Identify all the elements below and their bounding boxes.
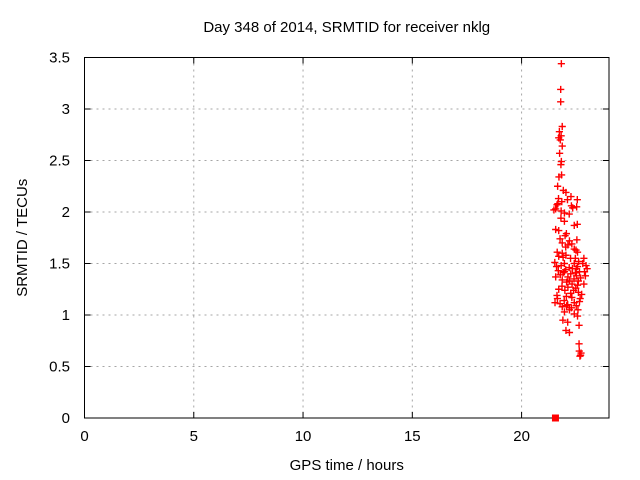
y-tick-label: 0 — [62, 410, 70, 427]
y-tick-label: 2.5 — [49, 153, 70, 170]
chart-title: Day 348 of 2014, SRMTID for receiver nkl… — [203, 19, 490, 36]
x-tick-label: 15 — [404, 428, 421, 445]
y-tick-label: 3.5 — [49, 50, 70, 67]
x-tick-label: 5 — [190, 428, 198, 445]
plot-border — [84, 57, 610, 419]
x-tick-label: 20 — [513, 428, 530, 445]
y-tick-label: 2 — [62, 204, 70, 221]
y-tick-label: 3 — [62, 101, 70, 118]
y-tick-label: 1 — [62, 307, 70, 324]
x-tick-label: 10 — [295, 428, 312, 445]
x-tick-label: 0 — [80, 428, 88, 445]
y-axis-label: SRMTID / TECUs — [14, 179, 31, 297]
y-tick-label: 1.5 — [49, 256, 70, 273]
x-axis-label: GPS time / hours — [290, 457, 404, 474]
data-points-SRMTID — [550, 60, 591, 360]
data-point-square-zero-values — [551, 414, 559, 422]
y-tick-label: 0.5 — [49, 359, 70, 376]
